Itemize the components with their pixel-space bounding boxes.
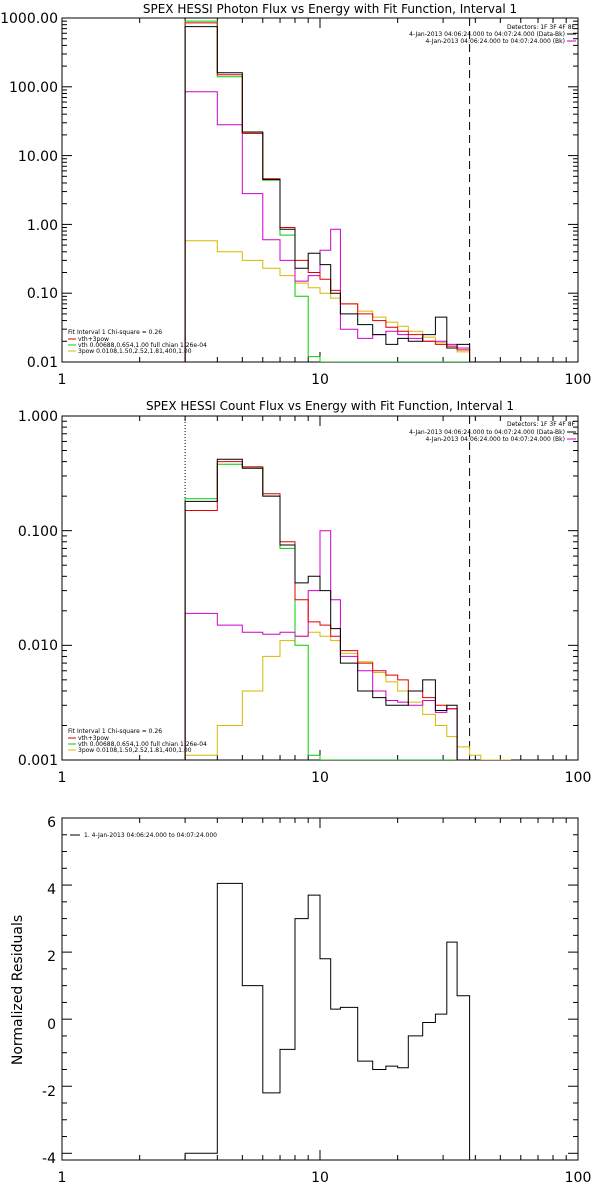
x-tick-label: 100 (565, 1170, 592, 1186)
series-magenta-histogram (184, 91, 471, 362)
fit-legend-item: 3pow 0.0108,1.50,2.52,1.81,400,1.00 (78, 747, 192, 754)
count-flux-panel: SPEX HESSI Count Flux vs Energy with Fit… (18, 399, 591, 786)
series-green-histogram (184, 463, 458, 760)
fit-legend-item: vth+3pow (78, 735, 109, 742)
series-magenta-histogram (184, 530, 458, 760)
series-black-histogram (184, 882, 471, 1160)
x-tick-label: 100 (565, 770, 592, 786)
y-tick-label: -2 (42, 1084, 56, 1100)
y-tick-label: -4 (42, 1151, 56, 1167)
x-tick-label: 10 (311, 372, 329, 388)
y-tick-label: 0.010 (18, 638, 58, 654)
y-tick-label: 6 (47, 815, 56, 831)
x-tick-label: 1 (58, 372, 67, 388)
series-red-histogram (184, 461, 458, 760)
y-tick-label: 0 (47, 1017, 56, 1033)
y-tick-label: 0.10 (27, 286, 58, 302)
legend-right-item: 4-Jan-2013 04:06:24.000 to 04:07:24.000 … (409, 429, 565, 436)
detectors-label: Detectors: 1F 3F 4F 8F (507, 421, 576, 428)
legend-right-item: 4-Jan-2013 04:06:24.000 to 04:07:24.000 … (409, 31, 565, 38)
y-tick-label: 0.001 (18, 753, 58, 769)
x-tick-label: 1 (58, 770, 67, 786)
y-tick-label: 4 (47, 882, 56, 898)
fit-legend-item: vth 0.00688,0.654,1.00 full chian 1.26e-… (78, 741, 207, 748)
photon-flux-panel: SPEX HESSI Photon Flux vs Energy with Fi… (0, 2, 591, 388)
x-tick-label: 10 (311, 770, 329, 786)
y-tick-label: 1.00 (27, 218, 58, 234)
legend-right-item: 4-Jan-2013 04:06:24.000 to 04:07:24.000 … (425, 436, 565, 443)
y-tick-label: 2 (47, 949, 56, 965)
count-flux-title: SPEX HESSI Count Flux vs Energy with Fit… (146, 399, 514, 413)
fit-legend-item: 3pow 0.0108,1.50,2.52,1.81,400,1.00 (78, 348, 192, 355)
fit-legend-header: Fit Interval 1 Chi-square = 0.26 (68, 329, 162, 336)
photon-flux-title: SPEX HESSI Photon Flux vs Energy with Fi… (143, 2, 517, 16)
x-tick-label: 1 (58, 1170, 67, 1186)
series-yellow-histogram (184, 240, 471, 362)
residuals-frame (61, 817, 579, 1161)
residuals-legend: 1. 4-Jan-2013 04:06:24.000 to 04:07:24.0… (84, 832, 217, 839)
fit-legend-item: vth+3pow (78, 336, 109, 343)
photon-flux-frame (61, 17, 579, 363)
detectors-label: Detectors: 1F 3F 4F 8F (507, 24, 576, 31)
series-black-histogram (184, 458, 458, 760)
series-black-histogram (184, 26, 471, 362)
y-tick-label: 10.00 (18, 149, 58, 165)
series-red-histogram (184, 22, 471, 362)
y-tick-label: 1000.00 (0, 11, 58, 27)
y-tick-label: 0.100 (18, 524, 58, 540)
residuals-panel: Normalized Residuals -4 -2 0 2 4 6 1 10 … (10, 815, 591, 1186)
residuals-ylabel: Normalized Residuals (10, 915, 26, 1065)
series-green-histogram (184, 20, 470, 362)
y-tick-label: 100.00 (9, 80, 58, 96)
fit-legend-header: Fit Interval 1 Chi-square = 0.26 (68, 728, 162, 735)
x-tick-label: 100 (565, 372, 592, 388)
fit-legend-item: vth 0.00688,0.654,1.00 full chian 1.26e-… (78, 342, 207, 349)
x-tick-label: 10 (311, 1170, 329, 1186)
y-tick-label: 1.000 (18, 409, 58, 425)
series-yellow-histogram (184, 631, 511, 760)
y-tick-label: 0.01 (27, 355, 58, 371)
legend-right-item: 4-Jan-2013 04:06:24.000 to 04:07:24.000 … (425, 38, 565, 45)
